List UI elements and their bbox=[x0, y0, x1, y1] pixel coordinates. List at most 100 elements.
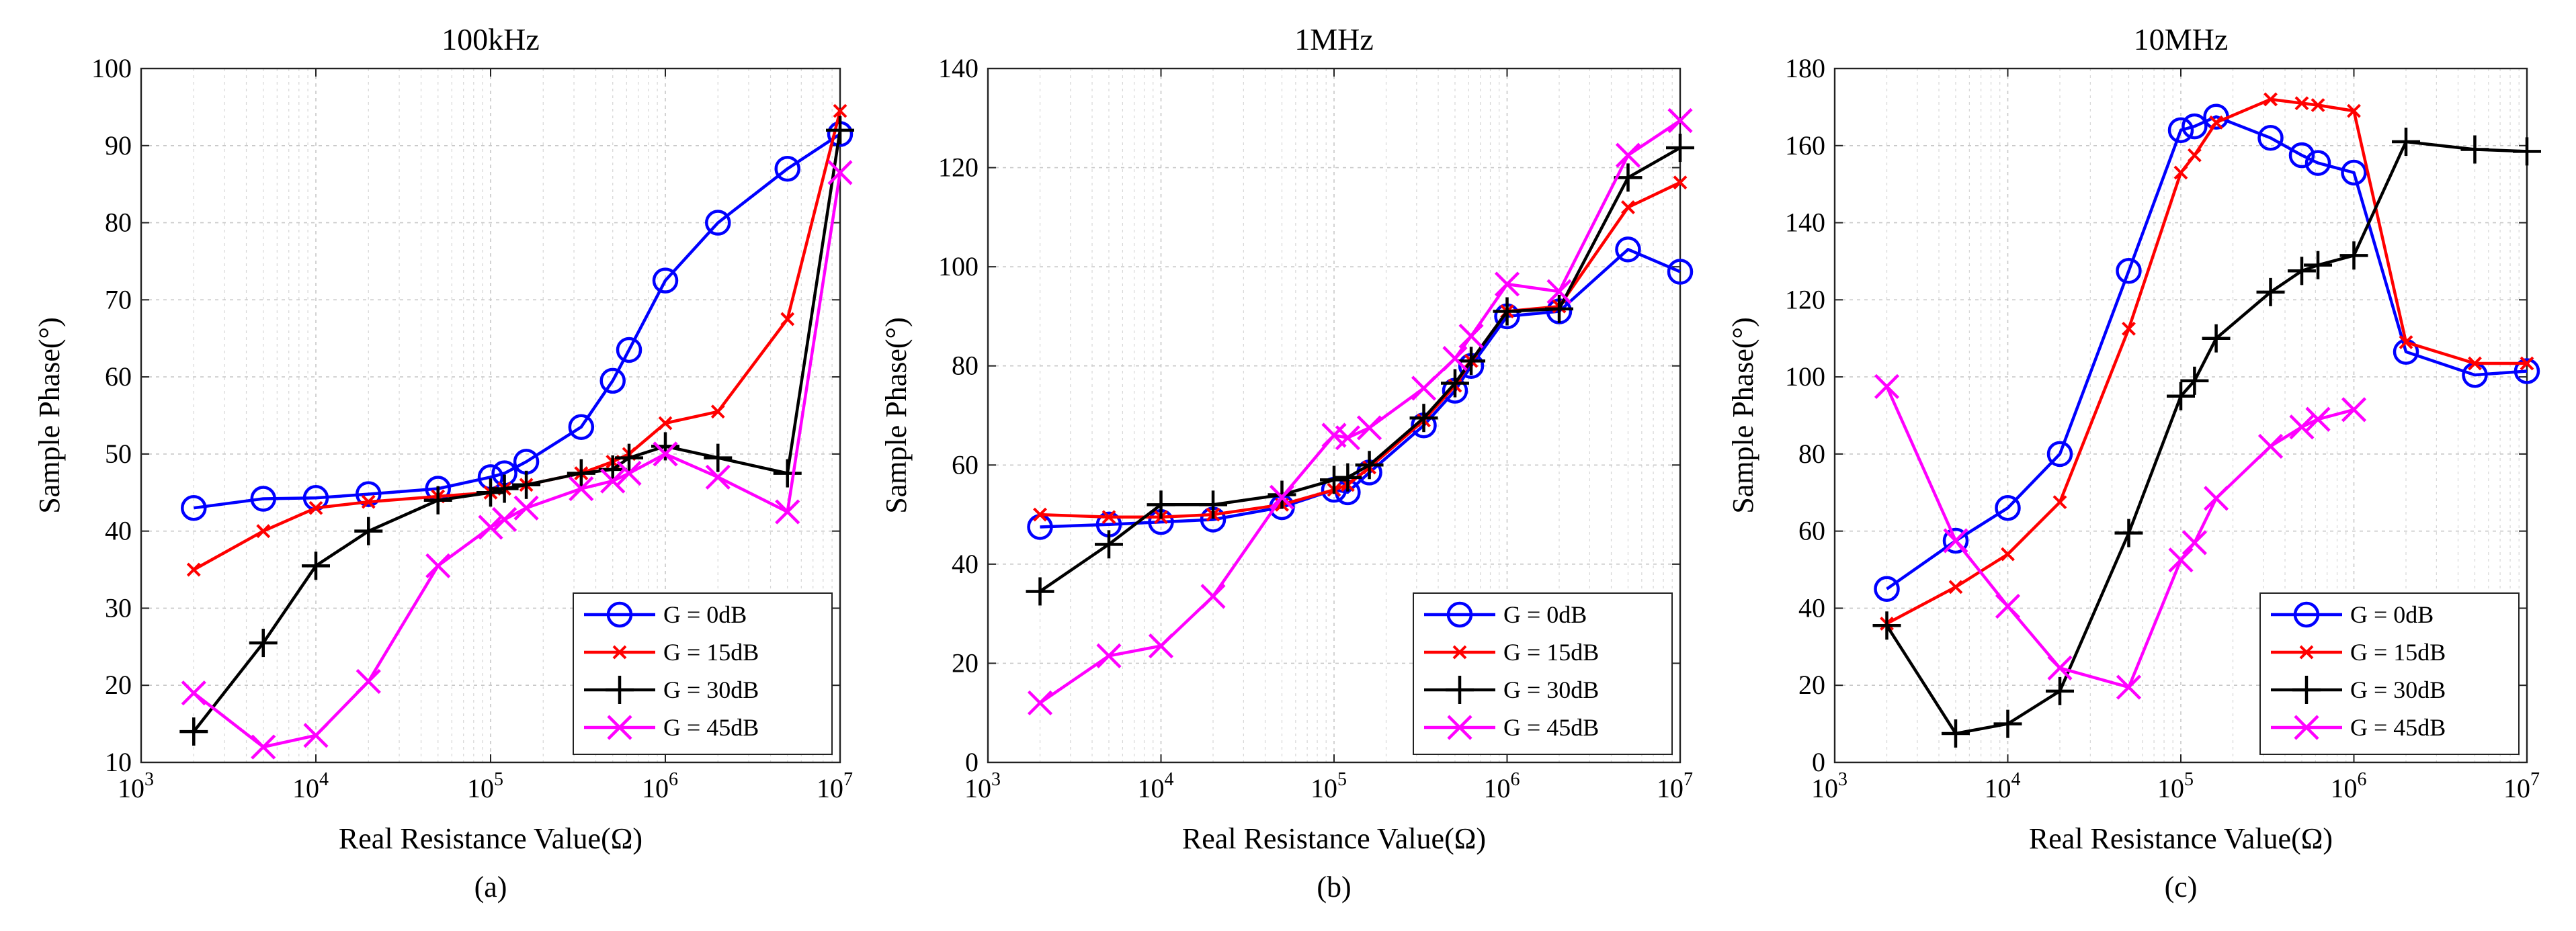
x-tick-label: 107 bbox=[2503, 769, 2540, 803]
marker-stroke bbox=[1452, 645, 1467, 660]
data-point bbox=[302, 551, 330, 580]
data-point bbox=[606, 601, 633, 628]
marker-stroke bbox=[2341, 397, 2367, 423]
x-tick-label: 106 bbox=[1484, 769, 1520, 803]
marker-stroke bbox=[2294, 96, 2309, 111]
data-point bbox=[1447, 715, 1472, 740]
marker-stroke bbox=[1874, 373, 1900, 400]
data-point bbox=[179, 717, 208, 746]
data-point bbox=[2305, 406, 2331, 432]
y-tick-label: 60 bbox=[1798, 516, 1825, 546]
x-tick-label: 104 bbox=[1138, 769, 1174, 803]
data-point bbox=[1094, 530, 1123, 559]
data-point bbox=[2347, 103, 2361, 118]
data-point bbox=[1409, 404, 1438, 433]
data-point bbox=[2167, 382, 2195, 410]
marker-stroke bbox=[2173, 165, 2188, 180]
marker-stroke bbox=[2203, 486, 2229, 511]
legend: G = 0dB G = 15dB G = 30dB G = 45dB bbox=[2259, 592, 2520, 755]
x-tick-label: 105 bbox=[2157, 769, 2194, 803]
data-point bbox=[356, 481, 382, 507]
x-tick-label: 103 bbox=[964, 769, 1001, 803]
data-point bbox=[1457, 347, 1486, 375]
data-point bbox=[598, 455, 627, 484]
data-point bbox=[2202, 324, 2231, 353]
marker-stroke bbox=[2311, 98, 2325, 112]
chart-title: 1MHz bbox=[1294, 22, 1374, 56]
x-tick-label: 103 bbox=[1811, 769, 1847, 803]
data-point bbox=[1941, 719, 1970, 748]
marker-stroke bbox=[2116, 674, 2142, 700]
data-point bbox=[1147, 490, 1175, 519]
legend-item: G = 30dB bbox=[2271, 676, 2446, 704]
legend: G = 0dB G = 15dB G = 30dB G = 45dB bbox=[1413, 592, 1673, 755]
data-point bbox=[1614, 163, 1643, 192]
data-point bbox=[2399, 335, 2413, 349]
data-point bbox=[1355, 451, 1384, 480]
series-g-15db bbox=[1880, 92, 2534, 631]
data-point bbox=[1096, 643, 1122, 668]
y-tick-label: 70 bbox=[105, 284, 132, 314]
y-tick-label: 60 bbox=[952, 449, 979, 480]
marker-stroke bbox=[251, 734, 276, 760]
series-g-30db bbox=[1872, 128, 2541, 748]
y-tick-label: 80 bbox=[1798, 439, 1825, 469]
marker-stroke bbox=[1948, 580, 1963, 594]
marker-stroke bbox=[2122, 321, 2136, 336]
y-tick-label: 0 bbox=[965, 747, 979, 777]
data-point bbox=[1667, 259, 1694, 285]
data-point bbox=[1666, 134, 1694, 163]
subfigure-label: (a) bbox=[474, 871, 507, 903]
data-point bbox=[2180, 366, 2209, 395]
y-tick-label: 80 bbox=[952, 351, 979, 381]
data-point bbox=[704, 443, 733, 472]
data-point bbox=[2052, 495, 2067, 510]
marker-stroke bbox=[2399, 335, 2413, 349]
data-point bbox=[2460, 135, 2489, 164]
x-tick-label: 107 bbox=[817, 769, 853, 803]
marker-stroke bbox=[356, 668, 381, 695]
data-point bbox=[512, 470, 541, 499]
legend-label: G = 30dB bbox=[1503, 676, 1599, 703]
marker-stroke bbox=[780, 312, 795, 326]
data-point bbox=[2047, 655, 2073, 680]
marker-stroke bbox=[1033, 507, 1047, 522]
data-point bbox=[1995, 593, 2021, 619]
legend-item: G = 15dB bbox=[1424, 639, 1599, 666]
marker-stroke bbox=[2305, 406, 2331, 432]
marker-stroke bbox=[1943, 528, 1968, 553]
marker-stroke bbox=[1546, 279, 1572, 304]
data-point bbox=[423, 486, 452, 515]
data-point bbox=[705, 210, 731, 236]
data-point bbox=[1440, 369, 1469, 398]
data-point bbox=[2294, 715, 2319, 740]
y-tick-label: 60 bbox=[105, 361, 132, 392]
data-point bbox=[513, 495, 539, 521]
data-point bbox=[606, 676, 634, 704]
series-g-0db bbox=[1027, 236, 1694, 540]
y-axis-label: Sample Phase(°) bbox=[33, 317, 66, 514]
marker-stroke bbox=[491, 506, 517, 533]
data-point bbox=[1948, 580, 1963, 594]
data-point bbox=[705, 464, 731, 490]
y-tick-label: 0 bbox=[1812, 747, 1825, 777]
data-point bbox=[2114, 519, 2143, 547]
legend-label: G = 45dB bbox=[2350, 714, 2446, 741]
data-point bbox=[616, 337, 642, 363]
data-point bbox=[1148, 633, 1174, 659]
data-point bbox=[2116, 674, 2142, 700]
series-line bbox=[193, 110, 842, 572]
marker-stroke bbox=[2168, 547, 2194, 573]
data-point bbox=[1200, 584, 1226, 609]
data-point bbox=[491, 506, 517, 533]
data-point bbox=[425, 553, 451, 578]
legend-item: G = 30dB bbox=[1424, 676, 1599, 704]
data-point bbox=[356, 668, 381, 695]
series-line bbox=[194, 132, 841, 510]
legend-item: G = 45dB bbox=[2271, 714, 2446, 741]
data-point bbox=[181, 494, 207, 521]
series-g-30db bbox=[179, 116, 854, 746]
marker-stroke bbox=[361, 494, 376, 509]
data-point bbox=[2292, 676, 2321, 704]
